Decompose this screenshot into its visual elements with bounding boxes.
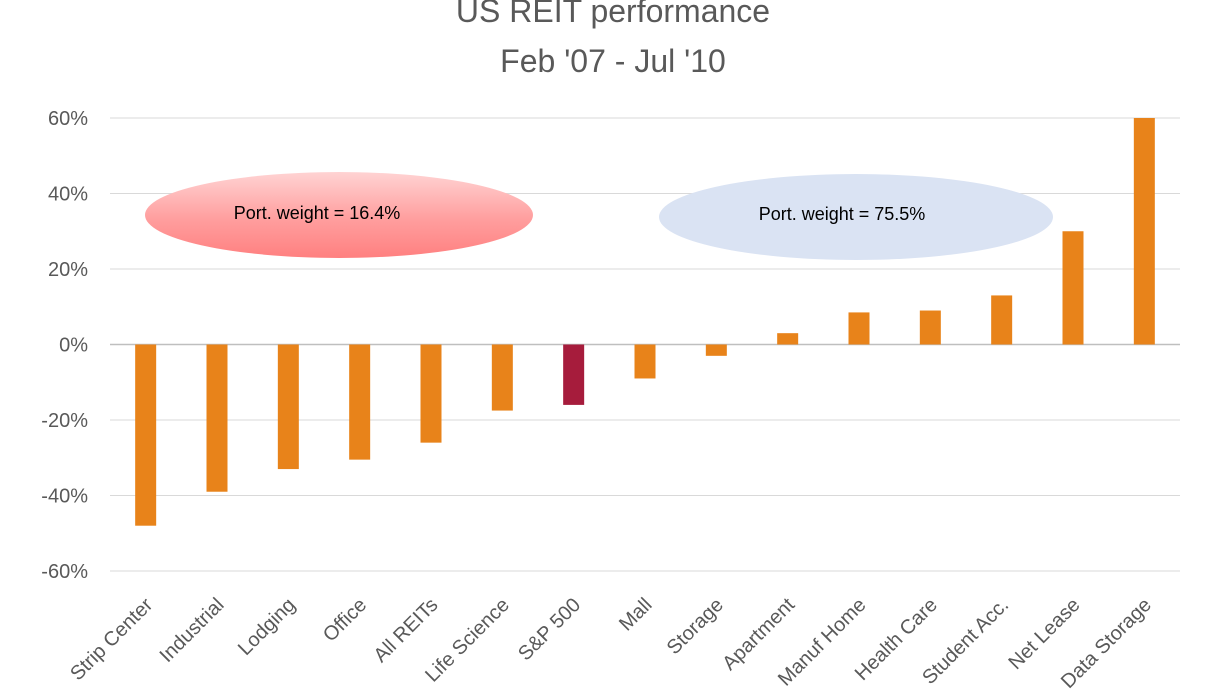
annotation-text-right: Port. weight = 75.5% [759,204,926,224]
category-label: Industrial [156,594,229,667]
category-label: Storage [663,594,728,659]
annotation-ellipse-red [145,172,533,258]
category-label: Lodging [234,594,300,660]
annotation-ellipse-blue [659,174,1053,260]
y-tick-label: 0% [59,335,88,357]
y-tick-label: -60% [41,561,88,583]
bars [135,118,1155,526]
bar [206,344,228,492]
y-tick-label: 40% [48,184,88,206]
bar [277,344,299,470]
bar [991,295,1013,345]
chart-title: US REIT performance [456,0,770,29]
bar [634,344,656,379]
bar [491,344,513,411]
bar [848,312,870,345]
chart-subtitle: Feb '07 - Jul '10 [500,43,726,79]
annotation-text-left: Port. weight = 16.4% [234,203,401,223]
bar [777,333,799,345]
bar [919,310,941,345]
bar [135,344,157,526]
bar [705,344,727,356]
bar [1133,118,1155,345]
y-tick-label: -40% [41,486,88,508]
bar [420,344,442,443]
bar [349,344,371,460]
bar [1062,231,1084,345]
bar [563,344,585,405]
portfolio-weight-annotation-right: Port. weight = 75.5% [659,174,1053,260]
category-label: S&P 500 [514,594,585,665]
y-tick-label: 60% [48,108,88,130]
category-label: All REITs [370,594,443,667]
category-label: Office [319,594,371,646]
category-label: Strip Center [66,594,157,685]
category-label: Mall [615,594,656,635]
y-axis-tick-labels: 60% 40% 20% 0% -20% -40% -60% [41,108,88,583]
y-tick-label: 20% [48,259,88,281]
portfolio-weight-annotation-left: Port. weight = 16.4% [145,172,533,258]
y-tick-label: -20% [41,410,88,432]
